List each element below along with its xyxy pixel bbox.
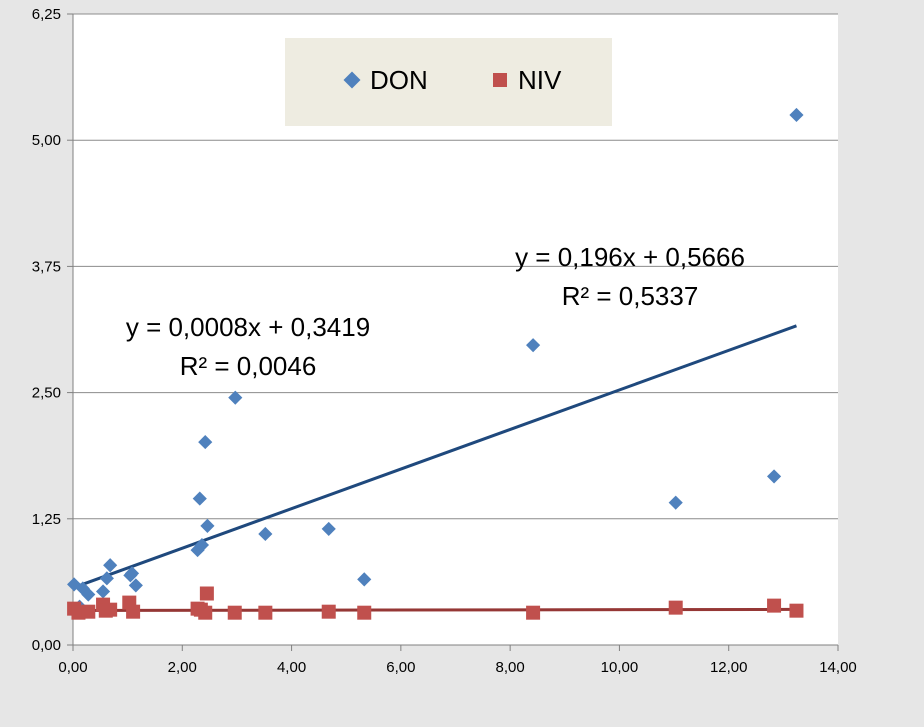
- data-points: [67, 107, 804, 620]
- don-data-point: [103, 558, 118, 573]
- niv-data-point: [789, 603, 804, 618]
- don-data-point: [526, 338, 541, 353]
- don-data-point: [124, 566, 140, 581]
- don-data-point: [99, 571, 114, 586]
- niv-trendline-equation: y = 0,0008x + 0,3419: [126, 312, 370, 342]
- axes: 0,00 1,25 2,50 3,75 5,00 6,25 0,00 2,00 4,00 6,00…: [32, 6, 857, 676]
- don-data-point: [192, 491, 207, 506]
- don-data-point: [128, 578, 143, 593]
- don-data-point: [194, 537, 210, 553]
- legend: DON NIV: [285, 38, 612, 126]
- trendline-labels: y = 0,0008x + 0,3419 R² = 0,0046 y = 0,1…: [126, 242, 745, 381]
- niv-data-point: [81, 604, 96, 619]
- niv-data-point: [126, 604, 141, 619]
- legend-label-niv: NIV: [518, 65, 562, 95]
- niv-data-point: [198, 605, 213, 620]
- don-trendline-equation: y = 0,196x + 0,5666: [515, 242, 745, 272]
- x-tick-label: 14,00: [819, 659, 857, 676]
- x-tick-label: 12,00: [710, 659, 748, 676]
- don-data-point: [357, 572, 372, 587]
- niv-data-point: [767, 598, 782, 613]
- legend-label-don: DON: [370, 65, 428, 95]
- don-data-point: [789, 107, 804, 123]
- legend-marker-niv: [493, 73, 507, 87]
- don-data-point: [321, 521, 336, 536]
- legend-box: [285, 38, 612, 126]
- niv-data-point: [321, 604, 336, 619]
- don-trendline-r2: R² = 0,5337: [562, 281, 699, 311]
- niv-data-point: [526, 605, 541, 620]
- niv-trendline: [72, 607, 797, 612]
- don-data-point: [200, 518, 215, 533]
- don-data-point: [668, 495, 683, 510]
- don-data-point: [228, 390, 243, 405]
- x-tick-label: 2,00: [168, 659, 197, 676]
- niv-data-point: [357, 605, 372, 620]
- niv-data-point: [258, 605, 273, 620]
- don-data-point: [258, 526, 273, 542]
- don-data-point: [198, 434, 213, 450]
- niv-data-point: [227, 605, 242, 620]
- don-trendline: [72, 324, 797, 590]
- x-tick-label: 8,00: [496, 659, 525, 676]
- grid-lines: [73, 13, 838, 520]
- niv-trendline-r2: R² = 0,0046: [180, 351, 317, 381]
- don-data-point: [766, 469, 782, 484]
- don-data-point: [81, 587, 96, 602]
- y-tick-label: 3,75: [32, 258, 61, 275]
- y-tick-label: 6,25: [32, 6, 61, 23]
- niv-data-point: [199, 586, 214, 601]
- niv-data-point: [668, 600, 683, 615]
- don-data-point: [95, 584, 111, 599]
- y-tick-label: 5,00: [32, 132, 61, 149]
- x-tick-label: 10,00: [601, 659, 639, 676]
- x-tick-label: 0,00: [58, 659, 87, 676]
- y-tick-label: 0,00: [32, 637, 61, 654]
- y-tick-label: 1,25: [32, 511, 61, 528]
- x-tick-label: 6,00: [386, 659, 415, 676]
- x-tick-label: 4,00: [277, 659, 306, 676]
- y-tick-label: 2,50: [32, 385, 61, 402]
- niv-data-point: [103, 602, 118, 617]
